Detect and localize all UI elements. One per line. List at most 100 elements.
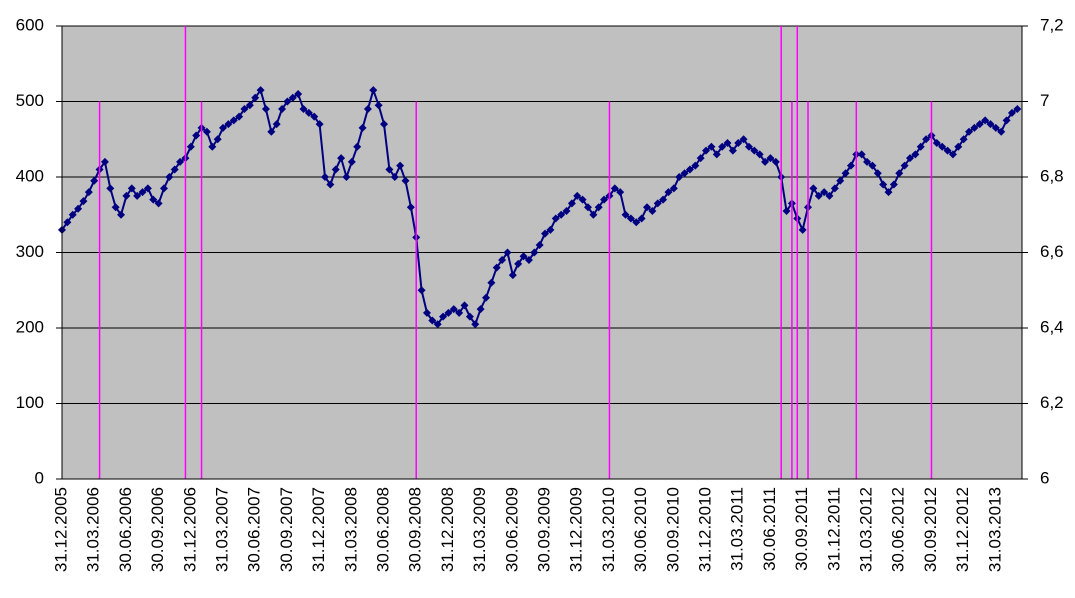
data-point (337, 154, 346, 163)
data-point (235, 112, 244, 121)
data-point (616, 188, 625, 197)
y2-tick-label: 6,4 (1040, 317, 1064, 336)
data-point (626, 214, 635, 223)
y2-tick-label: 6 (1040, 468, 1049, 487)
x-tick-label: 31.03.2013 (985, 487, 1004, 572)
data-point (696, 154, 705, 163)
data-point (498, 256, 507, 265)
data-point (524, 256, 533, 265)
data-point (766, 154, 775, 163)
x-tick-label: 31.12.2009 (567, 487, 586, 572)
x-tick-label: 30.06.2007 (245, 487, 264, 572)
data-point (734, 139, 743, 148)
data-point (884, 188, 893, 197)
data-point (213, 135, 222, 144)
data-point (358, 123, 367, 132)
data-point (895, 169, 904, 178)
data-point (106, 184, 115, 193)
data-point (900, 161, 909, 170)
data-point (186, 142, 195, 151)
x-tick-label: 30.06.2006 (116, 487, 135, 572)
data-point (390, 173, 399, 181)
data-point (159, 184, 168, 193)
x-tick-label: 31.12.2012 (953, 487, 972, 572)
data-point (857, 150, 866, 159)
data-point (267, 127, 276, 136)
x-tick-label: 31.03.2007 (212, 487, 231, 572)
data-point (986, 120, 995, 129)
data-point (868, 161, 877, 170)
data-point (659, 195, 668, 204)
data-point (487, 278, 496, 287)
x-tick-label: 31.03.2010 (599, 487, 618, 572)
x-tick-label: 30.06.2009 (502, 487, 521, 572)
data-point (723, 139, 732, 148)
data-point (846, 161, 855, 170)
data-point (573, 191, 582, 200)
data-point (63, 218, 72, 227)
data-point (111, 203, 120, 212)
data-point (530, 248, 539, 257)
y-tick-label: 200 (16, 317, 44, 336)
data-point (374, 101, 383, 110)
data-point (567, 199, 576, 208)
data-point (396, 161, 405, 170)
data-point (256, 86, 265, 95)
data-point (492, 263, 501, 272)
data-point (739, 135, 748, 144)
data-point (154, 199, 163, 208)
x-tick-label: 31.03.2006 (84, 487, 103, 572)
data-point (755, 150, 764, 159)
data-point (879, 180, 888, 189)
x-tick-label: 31.03.2009 (470, 487, 489, 572)
y-tick-label: 600 (16, 15, 44, 34)
data-point (208, 142, 217, 151)
data-point (138, 188, 147, 197)
x-tick-label: 31.03.2011 (728, 487, 747, 571)
data-point (460, 301, 469, 310)
x-tick-label: 30.06.2008 (374, 487, 393, 572)
data-point (905, 154, 914, 163)
y2-tick-label: 6,2 (1040, 393, 1064, 412)
data-point (562, 206, 571, 215)
data-point (798, 225, 807, 234)
data-point (149, 195, 158, 204)
data-point (664, 188, 673, 197)
data-point (117, 210, 126, 219)
x-tick-label: 31.03.2008 (341, 487, 360, 572)
y2-tick-label: 6,8 (1040, 166, 1064, 185)
data-point (347, 157, 356, 166)
x-tick-label: 30.09.2007 (277, 487, 296, 572)
data-point (251, 93, 260, 102)
data-point (68, 210, 77, 219)
data-point (508, 271, 517, 280)
data-point (680, 169, 689, 178)
chart-layer (56, 25, 1022, 480)
data-point (90, 176, 99, 185)
data-point (761, 157, 770, 166)
data-point (814, 191, 823, 200)
data-point (981, 116, 990, 125)
data-point (219, 123, 228, 132)
data-point (830, 184, 839, 193)
data-point (1013, 105, 1022, 114)
data-point (959, 135, 968, 144)
data-point (653, 199, 662, 208)
y-tick-label: 300 (16, 242, 44, 261)
data-point (503, 248, 512, 257)
data-point (728, 146, 737, 155)
data-point (471, 320, 480, 329)
data-point (401, 176, 410, 185)
data-point (938, 142, 947, 151)
data-point (825, 191, 834, 200)
data-point (932, 139, 941, 148)
data-point (481, 293, 490, 302)
data-point (165, 173, 174, 181)
y2-tick-label: 6,6 (1040, 242, 1064, 261)
data-point (363, 105, 372, 114)
x-tick-label: 31.03.2012 (857, 487, 876, 572)
x-tick-label: 30.09.2011 (792, 487, 811, 571)
data-point (326, 180, 335, 189)
x-tick-label: 31.12.2008 (438, 487, 457, 572)
data-point (170, 165, 179, 174)
